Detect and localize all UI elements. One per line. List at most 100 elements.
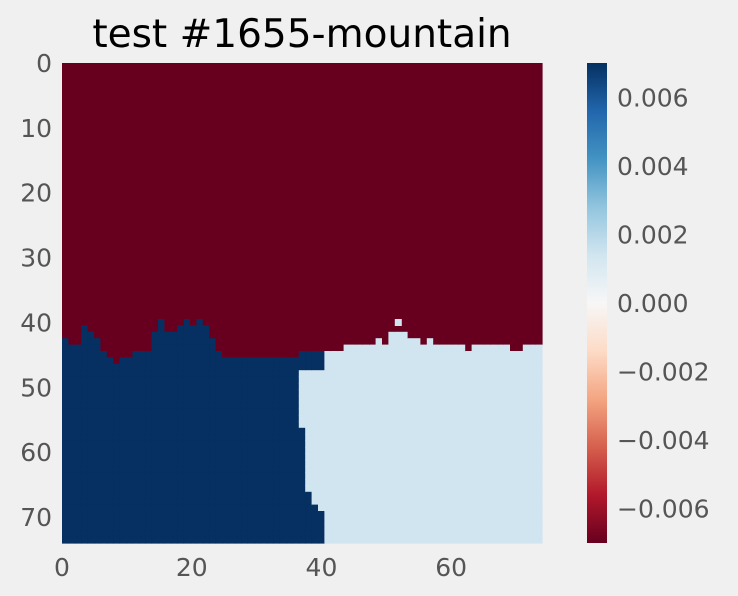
heatmap-cell-right [324, 440, 332, 448]
heatmap-cell-right [324, 389, 332, 397]
heatmap-cell-left [318, 523, 325, 531]
heatmap-cell-left [132, 440, 140, 448]
heatmap-cell-right [478, 357, 485, 365]
heatmap-cell-right [516, 434, 524, 442]
heatmap-cell-left [138, 504, 146, 512]
heatmap-cell-right [337, 517, 345, 525]
heatmap-cell-upper [196, 63, 204, 320]
heatmap-cell-right [420, 376, 428, 384]
heatmap-cell-left [177, 459, 185, 467]
heatmap-cell-right [452, 415, 460, 422]
heatmap-cell-left [106, 376, 114, 384]
heatmap-cell-right [490, 427, 498, 435]
heatmap-cell-right [401, 434, 409, 442]
heatmap-cell-right [369, 344, 377, 352]
heatmap-cell-right [497, 389, 505, 397]
heatmap-cell-left [170, 479, 178, 486]
heatmap-cell-left [177, 530, 185, 538]
heatmap-cell-right [407, 415, 415, 422]
heatmap-cell-left [68, 427, 76, 435]
heatmap-cell-left [138, 498, 146, 506]
heatmap-cell-right [426, 434, 434, 442]
heatmap-cell-right [484, 357, 492, 365]
heatmap-cell-right [529, 466, 537, 474]
heatmap-cell-left [177, 504, 185, 512]
heatmap-cell-right [407, 363, 415, 371]
heatmap-cell-left [247, 357, 255, 365]
heatmap-cell-right [388, 453, 396, 461]
heatmap-cell-right [497, 351, 505, 358]
heatmap-cell-left [170, 331, 178, 339]
heatmap-cell-right [420, 459, 428, 467]
heatmap-cell-left [254, 523, 261, 531]
heatmap-cell-left [68, 376, 76, 384]
heatmap-cell-left [183, 338, 191, 346]
heatmap-cell-right [426, 421, 434, 429]
heatmap-cell-right [516, 395, 524, 403]
heatmap-cell-right [343, 530, 351, 538]
heatmap-cell-left [292, 523, 300, 531]
heatmap-cell-right [452, 485, 460, 493]
heatmap-cell-left [113, 415, 121, 422]
heatmap-cell-left [158, 427, 165, 435]
heatmap-cell-right [471, 517, 479, 525]
heatmap-cell-left [241, 370, 249, 378]
heatmap-cell-left [126, 453, 133, 461]
heatmap-cell-left [183, 447, 191, 454]
heatmap-cell-right [490, 395, 498, 403]
heatmap-cell-left [241, 415, 249, 422]
heatmap-cell-right [465, 434, 473, 442]
heatmap-cell-right [516, 479, 524, 486]
heatmap-cell-right [490, 383, 498, 390]
heatmap-cell-right [535, 523, 543, 531]
heatmap-cell-right [478, 447, 485, 454]
heatmap-cell-left [241, 472, 249, 480]
heatmap-cell-left [106, 415, 114, 422]
y-tick-label: 70 [20, 503, 52, 532]
heatmap-cell-upper [260, 63, 268, 358]
heatmap-cell-left [62, 344, 69, 352]
heatmap-cell-left [209, 402, 217, 410]
heatmap-cell-right [369, 351, 377, 358]
heatmap-cell-right [311, 421, 319, 429]
heatmap-cell-right [362, 485, 370, 493]
heatmap-cell-right [490, 447, 498, 454]
heatmap-cell-right [433, 523, 441, 531]
heatmap-cell-right [535, 440, 543, 448]
heatmap-cell-left [113, 370, 121, 378]
heatmap-cell-right [458, 485, 466, 493]
heatmap-cell-right [420, 395, 428, 403]
heatmap-cell-right [535, 408, 543, 416]
heatmap-cell-left [145, 485, 153, 493]
heatmap-cell-left [151, 415, 159, 422]
heatmap-cell-left [74, 504, 82, 512]
heatmap-cell-right [510, 383, 517, 390]
heatmap-cell-right [382, 357, 389, 365]
heatmap-cell-left [164, 479, 172, 486]
heatmap-cell-left [113, 363, 121, 371]
heatmap-cell-left [202, 459, 210, 467]
heatmap-cell-right [414, 344, 421, 352]
heatmap-cell-right [471, 536, 479, 544]
heatmap-cell-right [503, 389, 511, 397]
heatmap-cell-left [183, 376, 191, 384]
heatmap-cell-upper [522, 63, 530, 346]
heatmap-cell-left [228, 447, 236, 454]
heatmap-cell-right [414, 511, 421, 518]
heatmap-cell-right [394, 440, 402, 448]
heatmap-cell-right [305, 466, 313, 474]
heatmap-cell-right [414, 466, 421, 474]
heatmap-cell-left [183, 453, 191, 461]
heatmap-cell-right [452, 517, 460, 525]
heatmap-cell-left [170, 344, 178, 352]
heatmap-cell-left [170, 504, 178, 512]
heatmap-cell-right [510, 466, 517, 474]
heatmap-cell-left [196, 363, 204, 371]
heatmap-cell-right [350, 447, 357, 454]
heatmap-cell-right [337, 376, 345, 384]
heatmap-cell-right [305, 447, 313, 454]
heatmap-cell-left [247, 523, 255, 531]
heatmap-cell-left [215, 383, 223, 390]
heatmap-cell-right [420, 357, 428, 365]
heatmap-cell-right [414, 453, 421, 461]
